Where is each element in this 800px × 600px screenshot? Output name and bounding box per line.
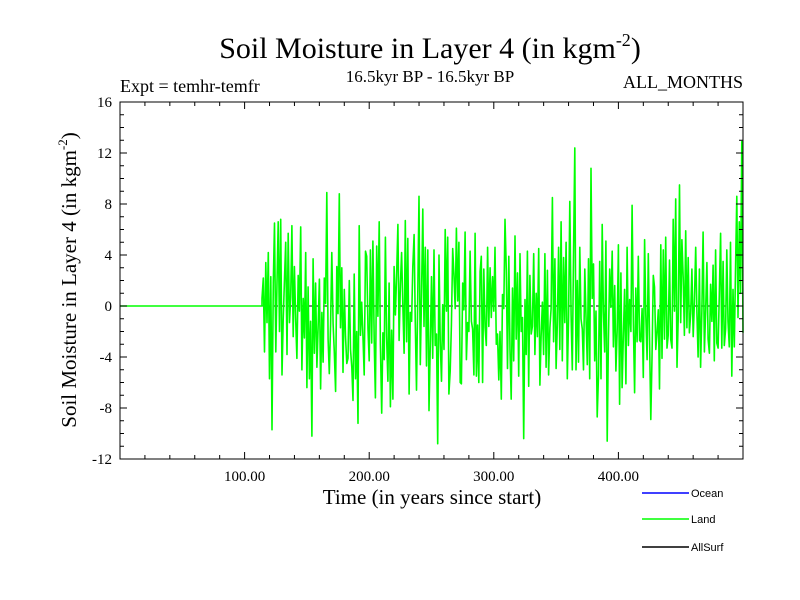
y-tick-label: -12 [92,452,112,468]
period-label: 16.5kyr BP - 16.5kyr BP [346,67,514,86]
months-label: ALL_MONTHS [623,72,743,92]
y-tick-label: 4 [105,248,113,264]
ylabel-superscript: -2 [55,139,70,150]
x-tick-label: 300.00 [473,469,514,485]
series-line-land [120,140,744,445]
x-tick-label: 200.00 [349,469,390,485]
chart-title: Soil Moisture in Layer 4 (in kgm-2) [219,30,641,65]
y-axis-label: Soil Moisture in Layer 4 (in kgm-2) [55,132,81,427]
experiment-label: Expt = temhr-temfr [120,76,260,96]
x-tick-label: 400.00 [598,469,639,485]
legend-label-land: Land [691,514,715,526]
title-superscript: -2 [616,30,631,50]
y-tick-label: 8 [105,197,113,213]
legend-label-allsurf: AllSurf [691,542,724,554]
legend-label-ocean: Ocean [691,488,723,500]
y-tick-label: 0 [105,299,113,315]
x-axis-label: Time (in years since start) [323,485,542,509]
y-tick-label: -8 [100,401,113,417]
y-tick-label: -4 [100,350,113,366]
y-tick-label: 12 [97,146,112,162]
y-tick-label: 16 [97,95,113,111]
x-tick-label: 100.00 [224,469,265,485]
